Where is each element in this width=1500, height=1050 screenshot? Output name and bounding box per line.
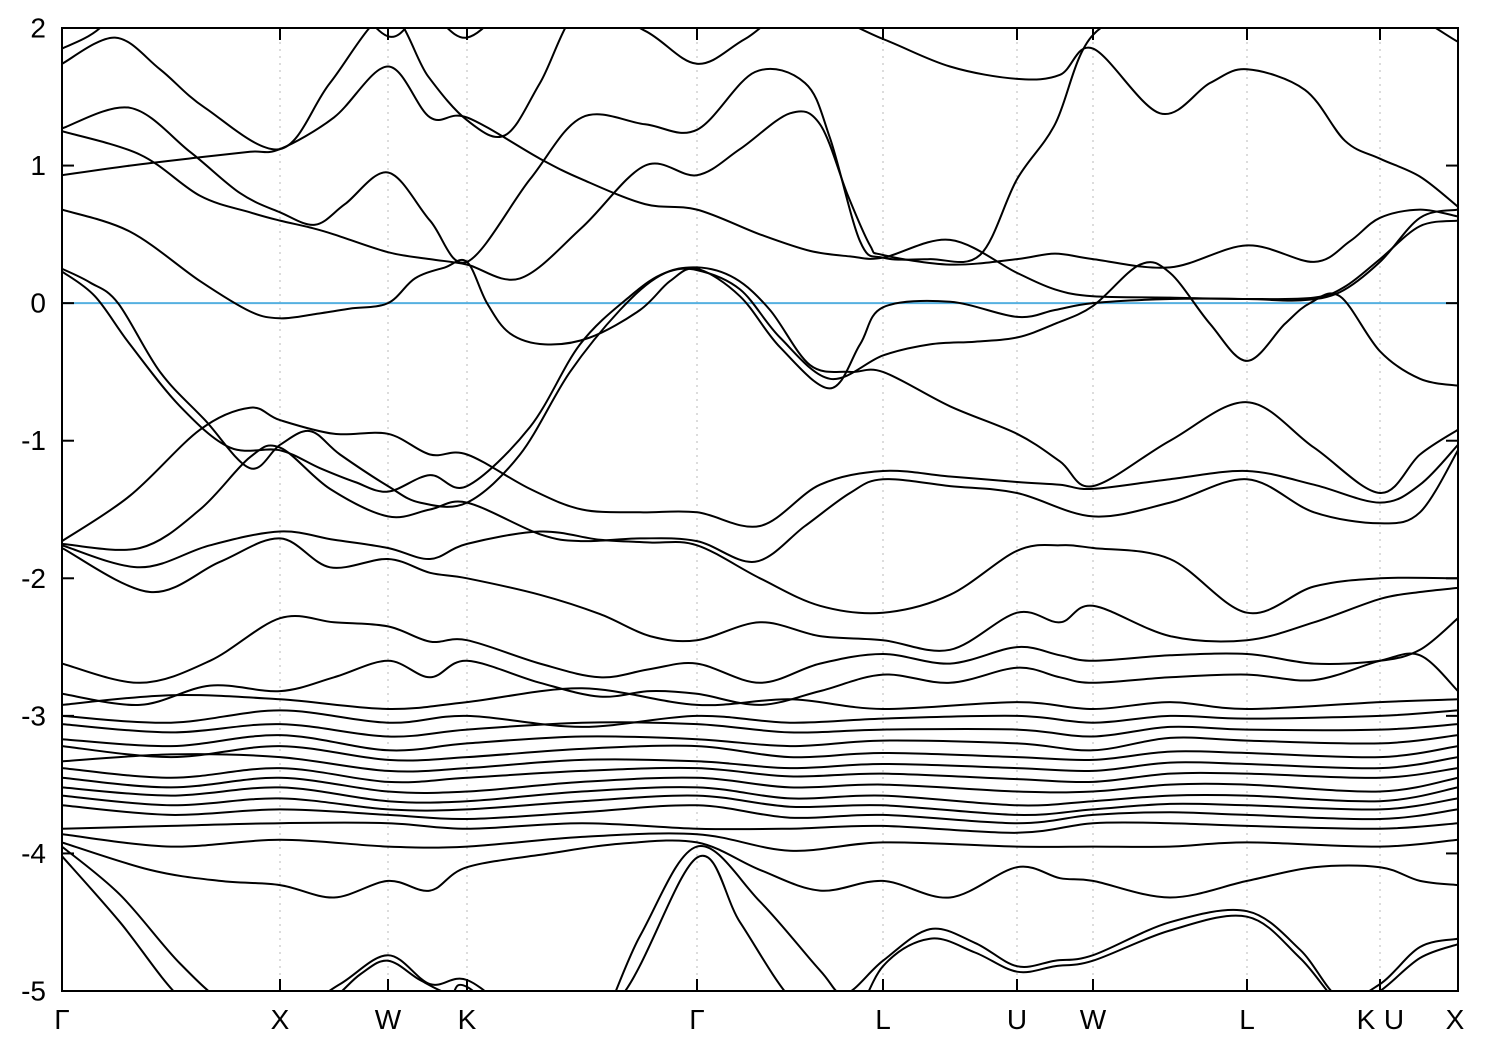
band-line [62, 794, 1458, 816]
x-axis-tick-label: X [271, 1004, 290, 1035]
band-line [62, 845, 1458, 991]
x-axis-tick-label: W [1080, 1004, 1107, 1035]
band-line [62, 266, 1458, 508]
band-line [62, 753, 1458, 773]
band-line [62, 406, 1458, 543]
band-line [62, 832, 1458, 852]
x-axis-tick-label: L [1239, 1004, 1255, 1035]
band-line [62, 734, 1458, 752]
band-line [62, 614, 1458, 684]
x-axis-tick-label: X [1446, 1004, 1465, 1035]
x-axis-tick-label: U [1384, 1004, 1404, 1035]
band-line [62, 28, 1458, 208]
band-line [62, 854, 1458, 991]
x-axis-tick-label: U [1007, 1004, 1027, 1035]
y-axis-tick-label: -3 [21, 700, 46, 731]
y-axis-tick-label: -4 [21, 838, 46, 869]
x-axis-tick-label: K [458, 1004, 477, 1035]
y-axis-tick-label: 0 [30, 288, 46, 319]
band-line [62, 530, 1458, 615]
plot-border [61, 27, 1459, 992]
x-axis-tick-label: L [875, 1004, 891, 1035]
band-line [62, 804, 1458, 825]
band-line [62, 744, 1458, 762]
band-line [62, 821, 1458, 834]
band-line [62, 709, 1458, 728]
band-line [62, 776, 1458, 794]
x-axis-tick-label: Γ [689, 1004, 704, 1035]
band-line [62, 786, 1458, 807]
x-axis-tick-label: Γ [54, 1004, 69, 1035]
band-line [62, 444, 1458, 563]
y-axis-tick-label: -2 [21, 563, 46, 594]
band-line [62, 766, 1458, 784]
x-axis-tick-label: W [375, 1004, 402, 1035]
band-line [62, 721, 1458, 738]
y-axis-tick-label: -1 [21, 425, 46, 456]
band-line [62, 652, 1458, 706]
band-line [62, 261, 1458, 493]
y-axis-tick-label: 1 [30, 150, 46, 181]
y-axis-tick-label: 2 [30, 13, 46, 44]
band-line [62, 839, 1458, 899]
band-line [62, 687, 1458, 711]
x-axis-tick-label: K [1357, 1004, 1376, 1035]
band-line [62, 537, 1458, 652]
y-axis-tick-label: -5 [21, 976, 46, 1007]
band-line [62, 110, 1458, 281]
